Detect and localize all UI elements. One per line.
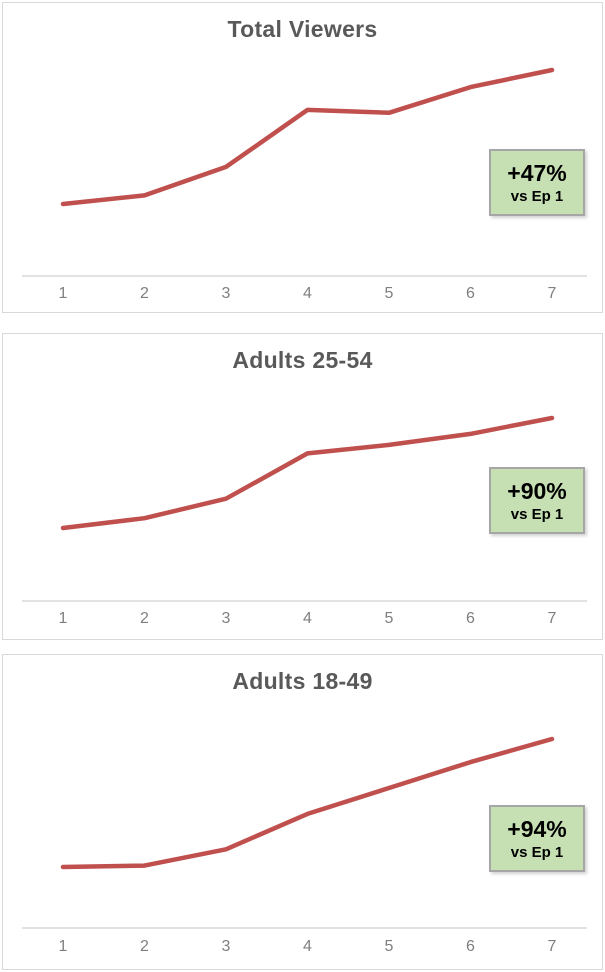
x-tick-label: 7 <box>548 610 557 627</box>
x-tick-label: 5 <box>385 938 394 955</box>
chart-title: Adults 18-49 <box>232 668 373 694</box>
data-series-line <box>60 415 555 531</box>
badge-headline: +47% <box>507 160 567 186</box>
badge-subline: vs Ep 1 <box>510 844 564 861</box>
x-tick-label: 7 <box>548 285 557 302</box>
line-plot: 1 2 3 4 5 6 7 <box>22 67 587 302</box>
x-tick-label: 6 <box>466 285 475 302</box>
x-tick-label: 1 <box>59 610 68 627</box>
x-tick-label: 3 <box>222 285 231 302</box>
badge-headline: +90% <box>507 478 567 504</box>
x-tick-label: 2 <box>140 610 149 627</box>
line-plot: 1 2 3 4 5 6 7 <box>22 415 587 627</box>
x-tick-label: 7 <box>548 938 557 955</box>
badge-subline: vs Ep 1 <box>510 188 564 205</box>
x-tick-label: 4 <box>303 285 312 302</box>
growth-badge: +94% vs Ep 1 <box>489 805 585 872</box>
x-tick-label: 6 <box>466 938 475 955</box>
x-tick-label: 1 <box>59 938 68 955</box>
line-plot: 1 2 3 4 5 6 7 <box>22 736 587 955</box>
chart-card-adults-18-49: Adults 18-49 1 2 3 4 5 6 7 +94% vs Ep 1 <box>2 654 603 970</box>
x-tick-label: 1 <box>59 285 68 302</box>
chart-card-total-viewers: Total Viewers 1 2 3 4 5 6 7 +47% vs Ep 1 <box>2 2 603 313</box>
x-tick-label: 6 <box>466 610 475 627</box>
x-tick-label: 5 <box>385 285 394 302</box>
x-tick-label: 4 <box>303 938 312 955</box>
growth-badge: +47% vs Ep 1 <box>489 149 585 216</box>
growth-badge: +90% vs Ep 1 <box>489 467 585 534</box>
chart-title: Total Viewers <box>227 16 378 42</box>
data-series-line <box>60 736 555 870</box>
chart-card-adults-25-54: Adults 25-54 1 2 3 4 5 6 7 +90% vs Ep 1 <box>2 333 603 640</box>
chart-title: Adults 25-54 <box>232 347 373 373</box>
x-tick-label: 3 <box>222 938 231 955</box>
badge-subline: vs Ep 1 <box>510 506 564 523</box>
x-tick-label: 4 <box>303 610 312 627</box>
x-tick-label: 2 <box>140 938 149 955</box>
data-series-line <box>60 67 555 207</box>
badge-headline: +94% <box>507 816 567 842</box>
x-tick-label: 2 <box>140 285 149 302</box>
x-tick-label: 3 <box>222 610 231 627</box>
x-tick-label: 5 <box>385 610 394 627</box>
